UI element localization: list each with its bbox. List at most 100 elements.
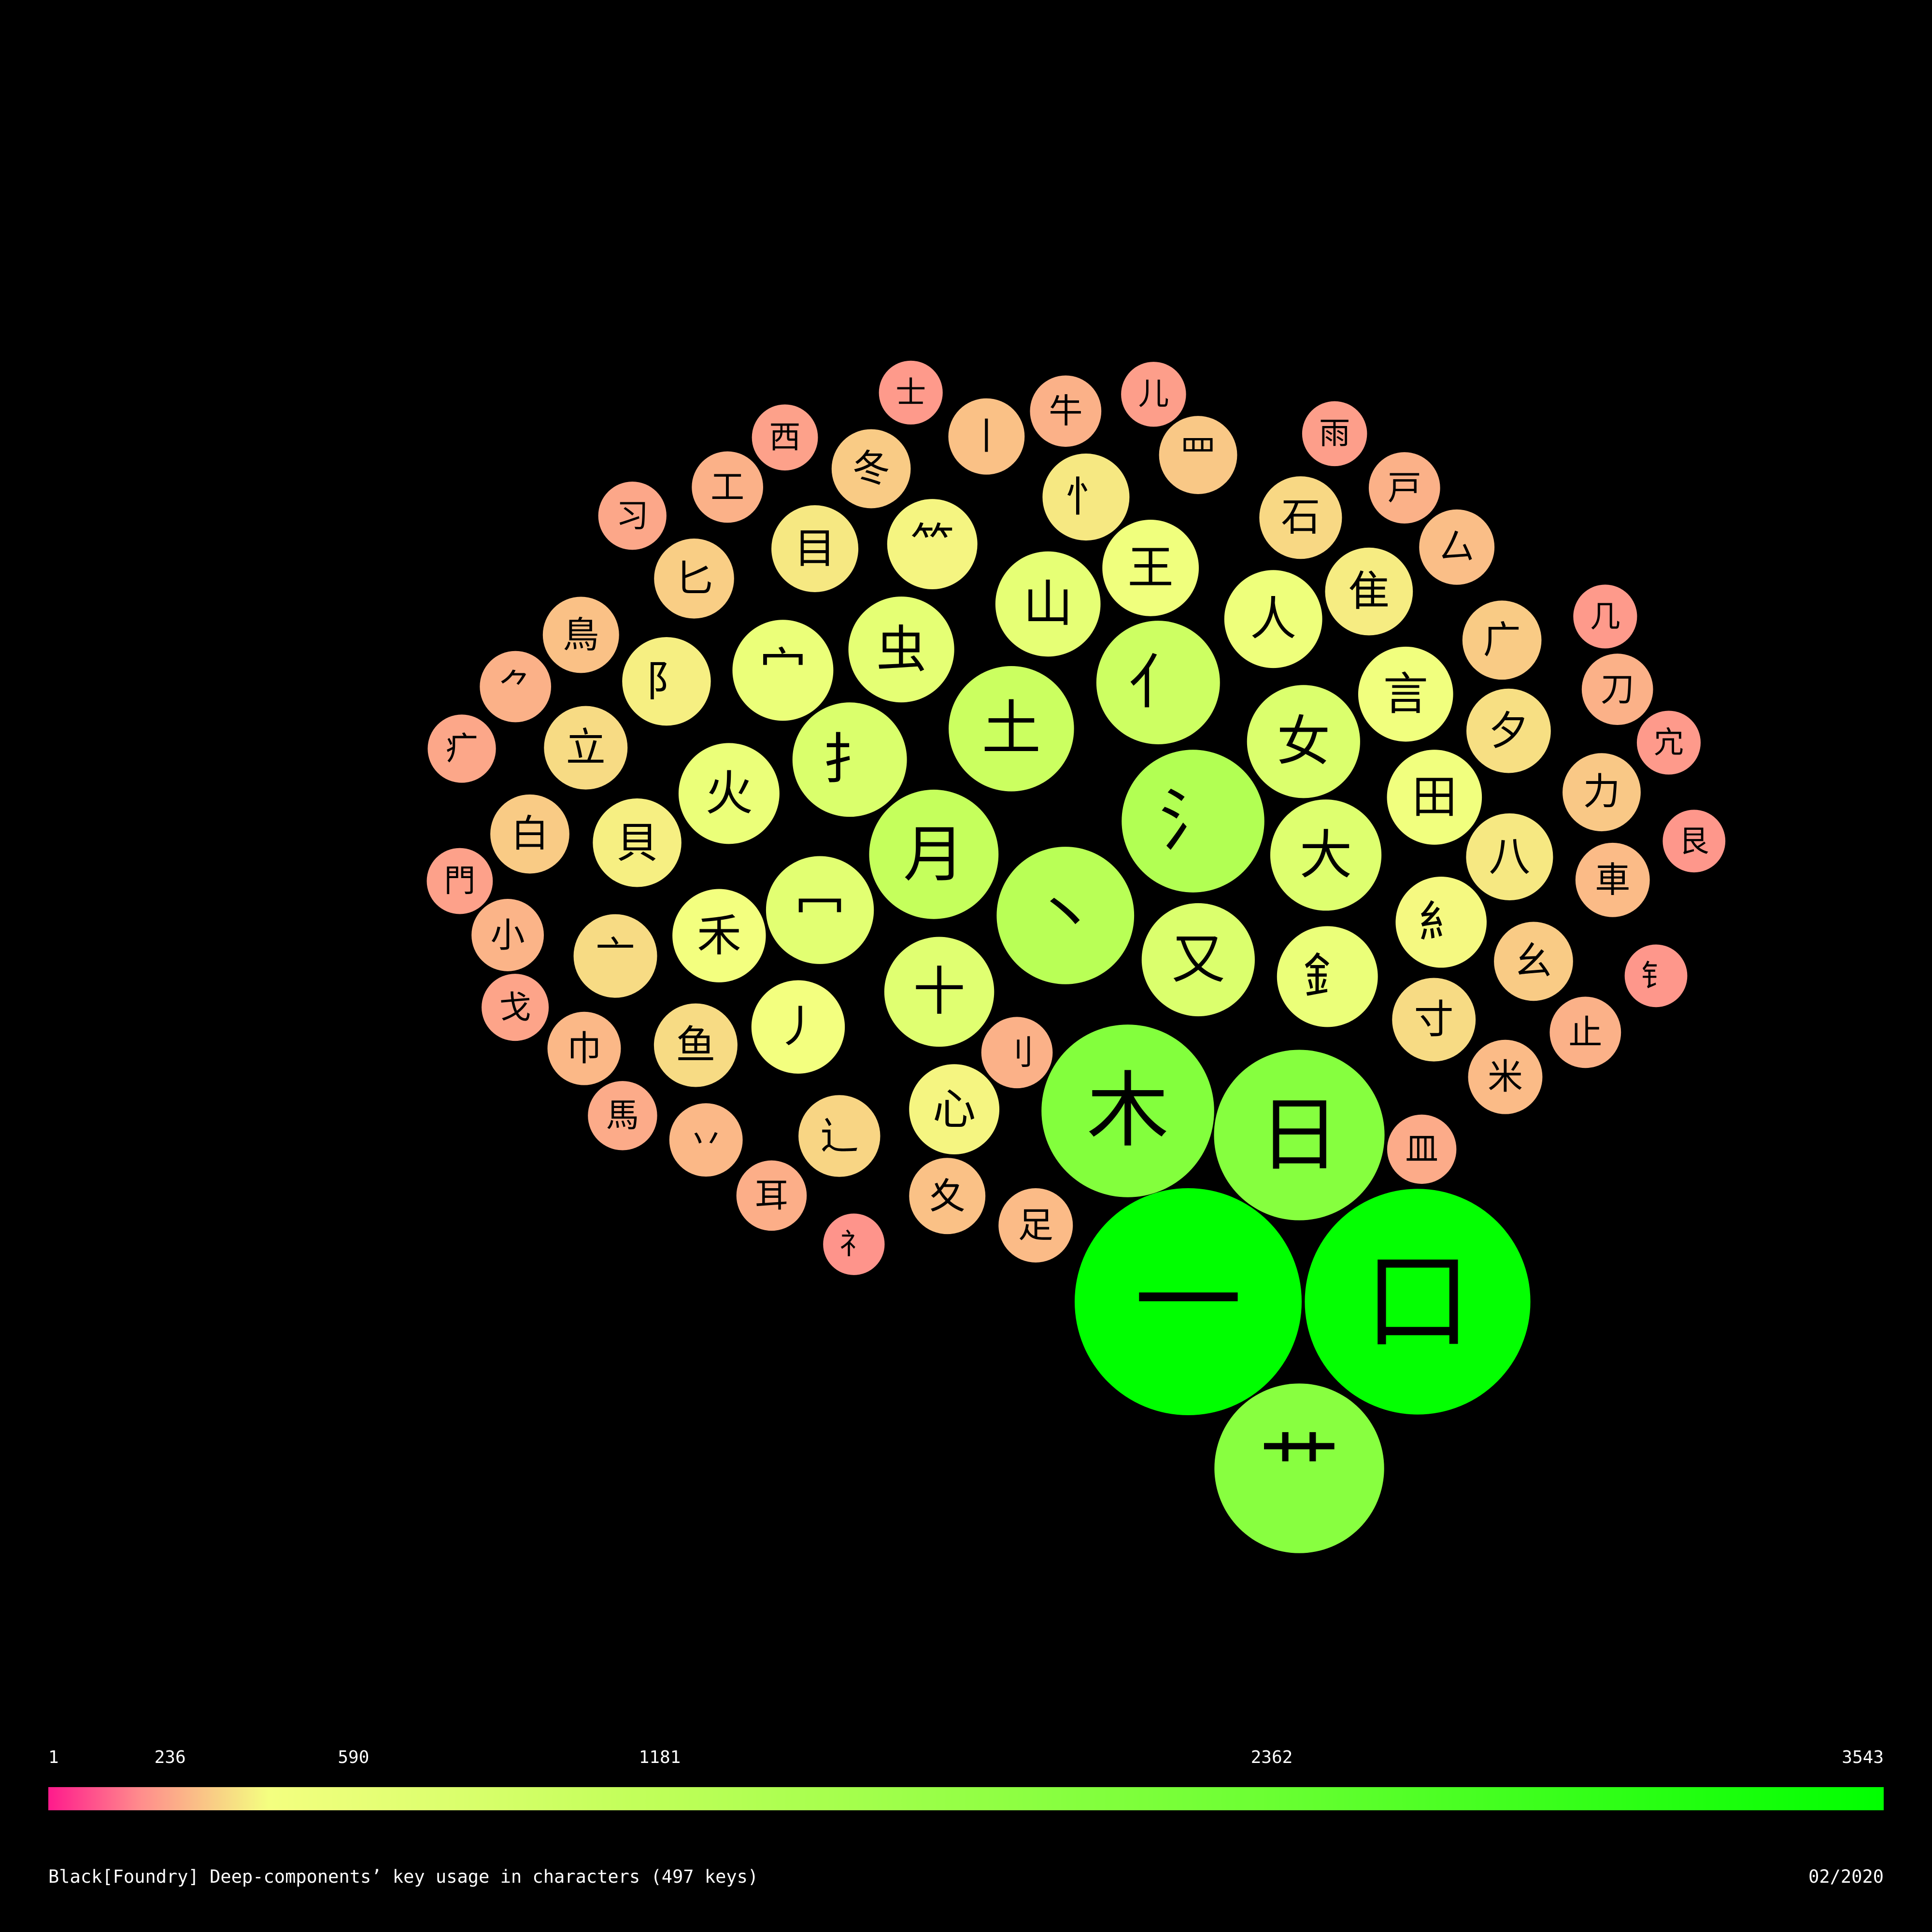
bubble: 目: [771, 505, 859, 593]
bubble: 一: [1075, 1188, 1302, 1415]
bubble-label: 貝: [616, 818, 658, 867]
bubble-label: 山: [1023, 575, 1073, 633]
bubble-circle: [1041, 1024, 1214, 1197]
bubble-circle: [1462, 600, 1542, 680]
bubble: 艮: [1662, 810, 1726, 873]
bubble-label: 石: [1281, 495, 1320, 540]
bubble-label: 亻: [1129, 648, 1188, 717]
bubble-label: 丿: [776, 1001, 820, 1053]
bubble-circle: [1466, 688, 1551, 773]
bubble-label: 鳥: [563, 613, 599, 656]
bubble: 日: [1214, 1050, 1385, 1221]
bubble: 匕: [654, 539, 734, 619]
bubble: 土: [949, 666, 1074, 792]
bubble: 王: [1102, 519, 1199, 616]
bubble-circle: [427, 714, 496, 783]
bubble-label: 釒: [1304, 949, 1351, 1004]
bubble-label: 心: [933, 1084, 976, 1135]
bubble-label: 目: [794, 525, 836, 573]
bubble-circle: [482, 974, 549, 1041]
bubble-circle: [1096, 621, 1220, 744]
bubble: 罒: [1159, 416, 1237, 494]
bubble-circle: [1141, 903, 1255, 1017]
bubble-label: 足: [1018, 1205, 1053, 1246]
bubble: 田: [1387, 750, 1482, 845]
caption: Black[Foundry] Deep-components’ key usag…: [48, 1866, 759, 1887]
bubble-label: ⺈: [498, 667, 532, 707]
bubble-label: 氵: [1159, 782, 1227, 861]
bubble-label: 車: [1595, 859, 1630, 900]
bubble: 門: [426, 848, 493, 914]
bubble-circle: [588, 1081, 657, 1151]
bubble-label: 夊: [929, 1175, 966, 1217]
bubble: 白: [490, 794, 569, 874]
bubble-circle: [848, 597, 954, 703]
bubble-circle: [1042, 454, 1130, 541]
bubble-label: 冖: [795, 881, 846, 940]
bubble-label: 丨: [968, 415, 1005, 458]
bubble-circle: [598, 482, 667, 550]
bubble-circle: [1563, 753, 1641, 832]
bubble-circle: [879, 360, 943, 425]
bubble-label: 厶: [1439, 526, 1475, 568]
bubble-label: 王: [1128, 541, 1174, 595]
bubble: 儿: [1121, 362, 1186, 427]
color-scale-tick-label: 590: [338, 1747, 369, 1767]
bubble-label: 儿: [1138, 376, 1169, 412]
bubble: 女: [1247, 685, 1360, 798]
bubble-label: 丷: [689, 1120, 724, 1160]
bubble-label: 十: [913, 962, 966, 1022]
bubble-circle: [823, 1213, 885, 1275]
bubble-label: 巾: [567, 1028, 601, 1069]
bubble-circle: [1581, 653, 1653, 725]
bubble-circle: [792, 702, 907, 817]
bubble-circle: [490, 794, 569, 874]
bubble-label: 耳: [755, 1176, 788, 1215]
bubble-circle: [653, 1003, 738, 1087]
bubble: 牛: [1030, 375, 1102, 447]
bubble-label: 人: [1250, 592, 1296, 646]
bubble: 寸: [1392, 978, 1476, 1062]
bubble: ⺮: [887, 499, 978, 589]
bubble-circle: [798, 1095, 881, 1177]
color-scale-bar: [48, 1787, 1884, 1810]
bubble-circle: [1270, 799, 1382, 911]
bubble-label: 丶: [1033, 878, 1098, 953]
bubble: 心: [909, 1064, 1000, 1155]
bubble-label: 虫: [876, 620, 926, 679]
bubble-label: 口: [1364, 1239, 1471, 1364]
bubble-label: 又: [1171, 928, 1225, 991]
bubble: 禾: [672, 889, 766, 982]
bubble-label: 八: [1489, 833, 1530, 881]
bubble-label: 鱼: [676, 1022, 715, 1068]
bubble-label: 田: [1412, 771, 1457, 824]
bubble-circle: [751, 980, 845, 1074]
bubble-label: 扌: [823, 728, 877, 792]
bubble-circle: [752, 404, 818, 471]
bubble: 钅: [1624, 944, 1688, 1008]
bubble-circle: [1624, 944, 1688, 1008]
bubble-circle: [1121, 362, 1186, 427]
bubble-label: 小: [491, 915, 525, 955]
bubble-circle: [949, 666, 1074, 792]
bubble: 宀: [732, 620, 834, 721]
bubble: 山: [995, 551, 1101, 657]
bubble: 艹: [1214, 1383, 1384, 1553]
bubble-label: 夕: [1489, 708, 1529, 754]
bubble: 刂: [981, 1017, 1053, 1089]
bubble-circle: [869, 789, 999, 919]
bubble-circle: [426, 848, 493, 914]
bubble-circle: [1549, 996, 1621, 1068]
bubble-circle: [981, 1017, 1053, 1089]
bubble-label: 西: [769, 419, 801, 455]
bubble: 米: [1468, 1039, 1543, 1114]
bubble: 夊: [909, 1158, 986, 1235]
bubble-circle: [544, 706, 628, 790]
bubble-circle: [887, 499, 978, 589]
bubble: 又: [1141, 903, 1255, 1017]
color-scale-tick-label: 1: [48, 1747, 59, 1767]
bubble-circle: [669, 1103, 743, 1177]
bubble: 扌: [792, 702, 907, 817]
bubble-circle: [1392, 978, 1476, 1062]
bubble-circle: [678, 743, 780, 844]
